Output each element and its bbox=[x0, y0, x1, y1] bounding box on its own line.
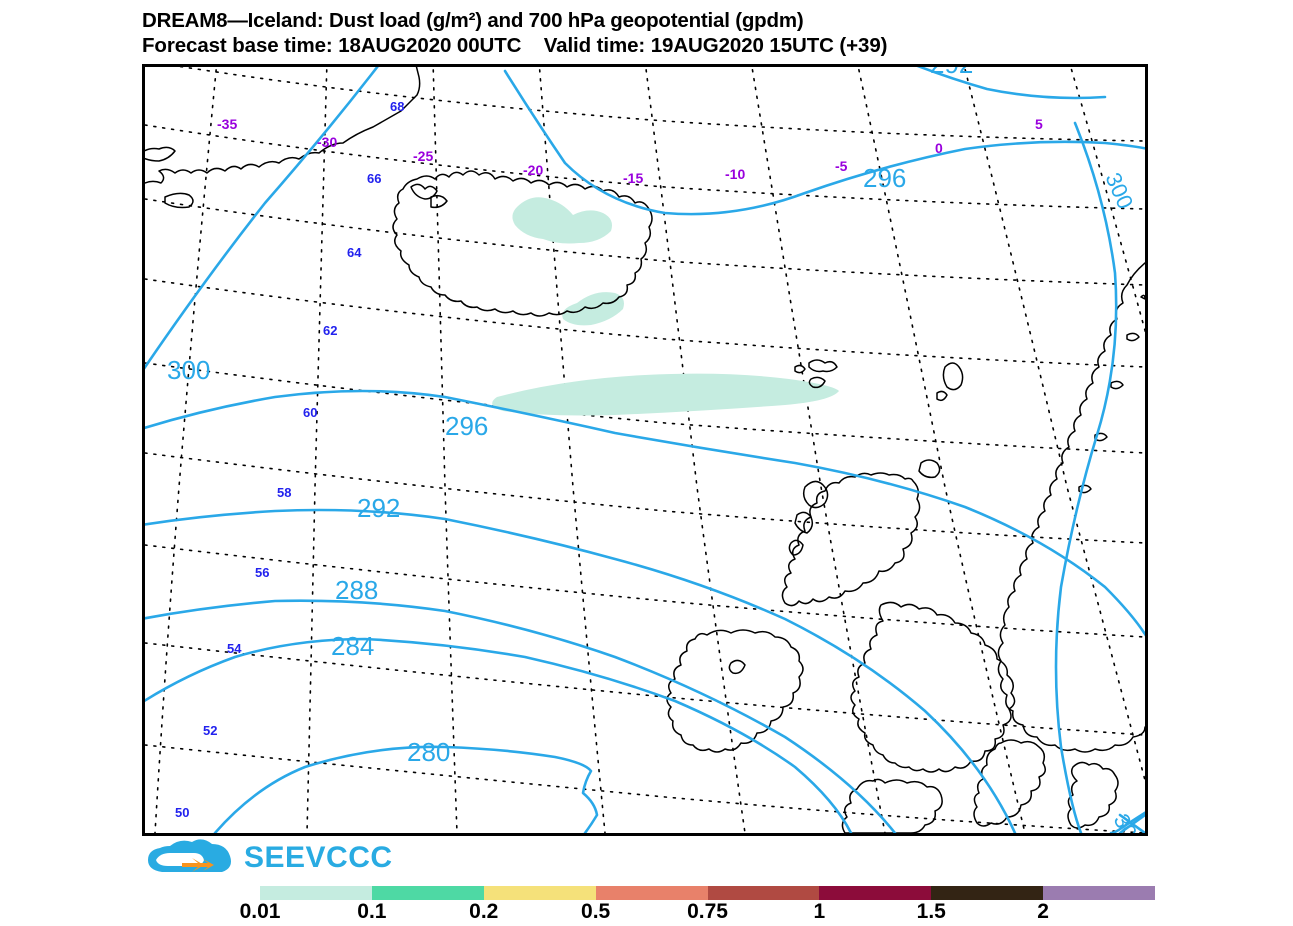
colorbar-segment-2 bbox=[483, 886, 596, 900]
colorbar-segment-5 bbox=[819, 886, 932, 900]
contour-300-upper-left bbox=[145, 67, 379, 370]
coastline-orkney bbox=[918, 459, 941, 479]
lon-label-m5: -5 bbox=[835, 158, 848, 174]
contour-296-upper bbox=[503, 69, 1145, 216]
contour-label-284-main: 284 bbox=[331, 631, 374, 661]
seevccc-logo[interactable]: SEEVCCC bbox=[142, 836, 393, 880]
colorbar-label-2: 0.2 bbox=[469, 900, 499, 923]
geopotential-contour-layer bbox=[145, 67, 1145, 833]
coastline-ireland-lough bbox=[728, 659, 746, 675]
colorbar-segment-7 bbox=[1043, 886, 1155, 900]
colorbar-label-0: 0.01 bbox=[239, 900, 281, 923]
lat-label-54: 54 bbox=[227, 641, 242, 656]
dust-load-shading bbox=[492, 197, 839, 416]
contour-label-300-right: 300 bbox=[1100, 169, 1138, 213]
contour-label-296-top: 296 bbox=[863, 163, 906, 193]
map-canvas[interactable]: 68 66 64 62 60 58 56 54 52 50 -35 -30 -2… bbox=[142, 64, 1148, 836]
colorbar-label-3: 0.5 bbox=[581, 900, 611, 923]
contour-288-main bbox=[145, 599, 897, 833]
lat-label-58: 58 bbox=[277, 485, 291, 500]
contour-label-group: 292 300 296 300 296 292 288 284 280 304 bbox=[167, 67, 1145, 833]
coastline-faroe-islands-west bbox=[794, 364, 806, 374]
coastline-layer bbox=[145, 67, 1145, 833]
contour-label-300-left: 300 bbox=[167, 355, 210, 385]
latitude-label-group: 68 66 64 62 60 58 56 54 52 50 bbox=[175, 99, 404, 820]
colorbar-segment-1 bbox=[371, 886, 484, 900]
title-line-2: Forecast base time: 18AUG2020 00UTC Vali… bbox=[142, 34, 888, 57]
longitude-label-group: -35 -30 -25 -20 -15 -10 -5 0 5 bbox=[217, 116, 1043, 186]
lat-label-60: 60 bbox=[303, 405, 317, 420]
colorbar-label-6: 1.5 bbox=[916, 900, 946, 923]
coastline-norway-islands bbox=[1078, 294, 1145, 494]
contour-304-corner bbox=[1109, 811, 1145, 833]
coastline-faroe-islands bbox=[808, 359, 838, 373]
coastline-continent-lowlands bbox=[973, 739, 1046, 827]
coastline-shetland bbox=[942, 362, 964, 391]
contour-label-292-main: 292 bbox=[357, 493, 400, 523]
lat-label-68: 68 bbox=[390, 99, 404, 114]
colorbar-segment-0 bbox=[260, 886, 372, 900]
coastline-norway bbox=[997, 262, 1145, 753]
colorbar-segment-6 bbox=[931, 886, 1044, 900]
colorbar-tick-labels: 0.01 0.1 0.2 0.5 0.75 1 1.5 2 bbox=[240, 900, 1155, 926]
contour-304-cross bbox=[1118, 813, 1145, 833]
coastline-shetland-south bbox=[936, 390, 948, 402]
colorbar bbox=[260, 886, 1155, 900]
lon-label-m35: -35 bbox=[217, 116, 237, 132]
contour-label-296-main: 296 bbox=[445, 411, 488, 441]
title-line-1: DREAM8—Iceland: Dust load (g/m²) and 700… bbox=[142, 9, 804, 32]
lon-label-m10: -10 bbox=[725, 166, 745, 182]
colorbar-label-4: 0.75 bbox=[687, 900, 728, 923]
coastline-outer-hebrides-mid bbox=[794, 511, 814, 534]
coastline-faroe-islands-south bbox=[808, 376, 826, 389]
contour-296-main bbox=[145, 389, 1145, 637]
lon-label-m30: -30 bbox=[317, 134, 337, 150]
coastline-france-brittany bbox=[841, 778, 943, 833]
contour-label-292-top: 292 bbox=[930, 67, 973, 79]
colorbar-label-7: 2 bbox=[1037, 900, 1049, 923]
dust-plume-atlantic-band bbox=[492, 373, 839, 416]
coastline-outer-hebrides-north bbox=[802, 480, 829, 509]
contour-label-280-main: 280 bbox=[407, 737, 450, 767]
lon-label-5: 5 bbox=[1035, 116, 1043, 132]
coastline-greenland bbox=[145, 67, 421, 184]
page-title: DREAM8—Iceland: Dust load (g/m²) and 700… bbox=[142, 8, 1282, 58]
coastline-greenland-island bbox=[145, 146, 176, 162]
coastline-denmark bbox=[1067, 761, 1119, 829]
lat-label-66: 66 bbox=[367, 171, 381, 186]
contour-300-right bbox=[1054, 121, 1118, 833]
coastline-outer-hebrides-south bbox=[788, 539, 804, 556]
coastline-ireland bbox=[666, 629, 804, 753]
dust-plume-iceland-interior bbox=[512, 197, 612, 244]
lat-label-52: 52 bbox=[203, 723, 217, 738]
colorbar-label-5: 1 bbox=[813, 900, 826, 923]
lon-label-m15: -15 bbox=[623, 170, 643, 186]
contour-284-main bbox=[145, 637, 853, 833]
contour-280-main bbox=[213, 745, 599, 833]
cloud-icon bbox=[148, 839, 231, 872]
lat-label-64: 64 bbox=[347, 245, 362, 260]
contour-292-top bbox=[916, 67, 1107, 100]
lon-label-m25: -25 bbox=[413, 148, 433, 164]
graticule-layer bbox=[145, 67, 1145, 833]
logo-text: SEEVCCC bbox=[244, 841, 393, 874]
contour-label-288-main: 288 bbox=[335, 575, 378, 605]
coastline-iceland-westfjords bbox=[410, 183, 448, 209]
lat-label-50: 50 bbox=[175, 805, 189, 820]
coastline-scotland bbox=[781, 472, 921, 607]
lat-label-56: 56 bbox=[255, 565, 269, 580]
lat-label-62: 62 bbox=[323, 323, 337, 338]
coastline-england-wales bbox=[850, 601, 1016, 773]
coastline-greenland-island-2 bbox=[164, 192, 194, 209]
lon-label-0: 0 bbox=[935, 140, 943, 156]
contour-292-main bbox=[145, 508, 1017, 833]
lon-label-m20: -20 bbox=[523, 162, 543, 178]
colorbar-segment-4 bbox=[707, 886, 820, 900]
contour-label-304-corner: 304 bbox=[1109, 810, 1145, 833]
colorbar-label-1: 0.1 bbox=[357, 900, 387, 923]
colorbar-segment-3 bbox=[595, 886, 708, 900]
coastline-iceland bbox=[392, 170, 653, 317]
